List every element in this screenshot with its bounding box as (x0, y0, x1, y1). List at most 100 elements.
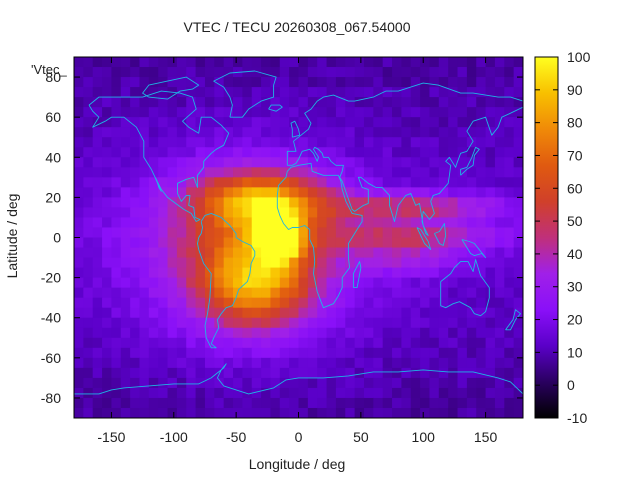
heatmap-cell (326, 207, 337, 219)
heatmap-cell (111, 267, 122, 279)
heatmap-cell (279, 117, 290, 128)
heatmap-cell (504, 397, 515, 409)
colorbar-gradient (534, 56, 559, 419)
heatmap-cell (373, 197, 384, 209)
heatmap-cell (261, 297, 272, 309)
heatmap-cell (148, 407, 159, 418)
heatmap-cell (223, 237, 234, 249)
heatmap-cell (223, 77, 234, 88)
coastline-antarctica (74, 363, 523, 395)
heatmap-cell (354, 167, 365, 178)
heatmap-cell (485, 407, 496, 418)
heatmap-cell (448, 137, 459, 148)
heatmap-cell (298, 217, 309, 229)
heatmap-cell (223, 107, 234, 118)
heatmap-cell (74, 237, 84, 249)
heatmap-cell (176, 127, 187, 138)
heatmap-cell (186, 337, 197, 349)
heatmap-cell (363, 97, 374, 108)
heatmap-cell (223, 267, 234, 279)
heatmap-cell (504, 77, 515, 88)
heatmap-cell (233, 117, 243, 128)
heatmap-cell (139, 337, 150, 349)
heatmap-cell (494, 257, 505, 269)
heatmap-cell (466, 367, 477, 379)
heatmap-cell (139, 197, 150, 209)
heatmap-cell (92, 277, 103, 289)
heatmap-cell (504, 87, 515, 98)
heatmap-cell (504, 247, 515, 259)
heatmap-cell (204, 167, 215, 178)
heatmap-cell (317, 297, 328, 309)
heatmap-cell (74, 397, 84, 409)
heatmap-cell (373, 237, 384, 249)
heatmap-cell (139, 357, 150, 369)
heatmap-cell (251, 267, 262, 279)
heatmap-cell (373, 277, 384, 289)
heatmap-cell (317, 207, 328, 219)
heatmap-cell (382, 107, 393, 118)
heatmap-cell (392, 117, 402, 128)
heatmap-cell (401, 77, 412, 88)
heatmap-cell (251, 227, 262, 239)
heatmap-cell (233, 397, 243, 409)
heatmap-cell (223, 277, 234, 289)
heatmap-cell (233, 407, 243, 418)
heatmap-cell (242, 247, 253, 259)
heatmap-cell (195, 277, 206, 289)
heatmap-cell (373, 387, 384, 399)
heatmap-cell (83, 397, 94, 409)
heatmap-cell (204, 267, 215, 279)
heatmap-cell (373, 147, 384, 158)
heatmap-cell (363, 87, 374, 98)
heatmap-cell (335, 157, 346, 168)
heatmap-cell (270, 317, 281, 329)
heatmap-cell (223, 137, 234, 148)
coastline-eurasia (286, 82, 523, 236)
heatmap-cell (448, 367, 459, 379)
heatmap-cell (317, 377, 328, 389)
heatmap-cell (335, 317, 346, 329)
heatmap-cell (176, 217, 187, 229)
heatmap-cell (317, 77, 328, 88)
heatmap-cell (158, 127, 169, 138)
heatmap-cell (298, 327, 309, 339)
heatmap-cell (335, 347, 346, 359)
heatmap-cell (167, 377, 178, 389)
heatmap-cell (485, 117, 496, 128)
heatmap-cell (242, 207, 253, 219)
heatmap-cell (513, 397, 523, 409)
heatmap-cell (148, 167, 159, 178)
heatmap-cell (373, 317, 384, 329)
heatmap-cell (420, 57, 431, 68)
heatmap-cell (92, 117, 103, 128)
heatmap-cell (494, 147, 505, 158)
heatmap-cell (466, 207, 477, 219)
heatmap-cell (363, 347, 374, 359)
heatmap-cell (289, 187, 300, 198)
heatmap-cell (130, 277, 141, 289)
heatmap-cell (130, 137, 141, 148)
heatmap-cell (261, 67, 272, 78)
heatmap-cell (466, 377, 477, 389)
heatmap-cell (139, 177, 150, 188)
heatmap-cell (111, 67, 122, 78)
heatmap-cell (513, 377, 523, 389)
heatmap-cell (102, 257, 113, 269)
heatmap-cell (476, 207, 487, 219)
heatmap-cell (466, 397, 477, 409)
heatmap-cell (307, 217, 318, 229)
heatmap-cell (270, 97, 281, 108)
heatmap-cell (345, 347, 356, 359)
heatmap-cell (92, 387, 103, 399)
heatmap-cell (186, 167, 197, 178)
heatmap-cell (233, 157, 243, 168)
heatmap-cell (233, 77, 243, 88)
heatmap-cell (74, 197, 84, 209)
heatmap-cell (139, 57, 150, 68)
heatmap-cell (317, 337, 328, 349)
heatmap-cell (214, 287, 225, 299)
heatmap-cell (513, 337, 523, 349)
heatmap-cell (373, 267, 384, 279)
heatmap-cell (363, 217, 374, 229)
